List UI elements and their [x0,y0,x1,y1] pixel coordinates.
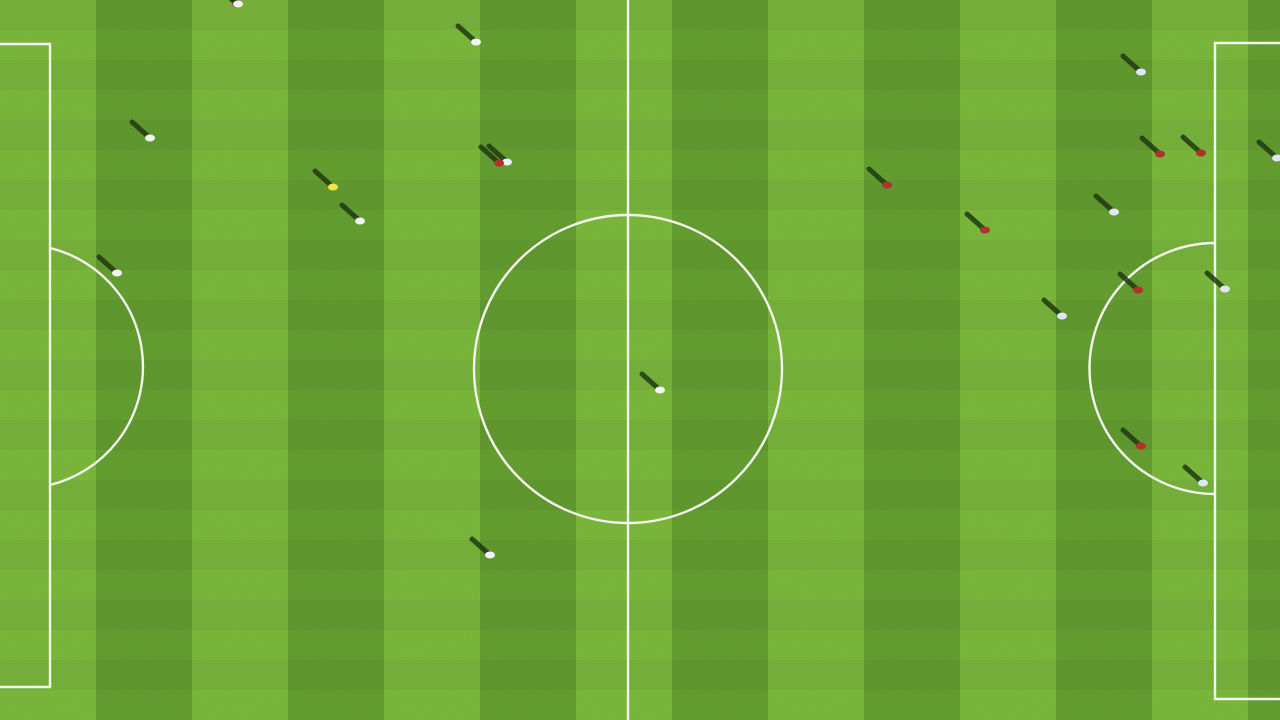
player-body [1109,208,1119,216]
player-body [1155,150,1165,158]
player [1120,427,1146,450]
player-body [502,158,512,166]
player-body [233,0,243,8]
player [229,0,243,8]
player-body [112,269,122,277]
player [1139,135,1165,158]
player-body [980,226,990,234]
player [312,168,338,191]
player [129,119,155,142]
players-layer [96,0,1280,559]
player [1041,297,1067,320]
left-penalty-arc [49,246,145,487]
player-body [1272,154,1280,162]
player [469,536,495,559]
player [96,254,122,277]
player [1204,270,1230,293]
player [1180,134,1206,157]
player [478,144,504,167]
left-penalty-box [0,42,52,689]
right-penalty-box [1213,41,1280,701]
player [1120,53,1146,76]
player [1256,139,1280,162]
player-body [328,183,338,191]
center-circle [472,213,784,525]
right-penalty-arc [1088,241,1216,496]
player-body [1133,286,1143,294]
player [866,166,892,189]
player-body [1196,149,1206,157]
player [1117,271,1143,294]
player [639,371,665,394]
player-body [1057,312,1067,320]
player-body [145,134,155,142]
player-body [1220,285,1230,293]
player-body [1136,68,1146,76]
player-body [882,181,892,189]
player [486,143,512,166]
player [1093,193,1119,216]
player [1182,464,1208,487]
player-body [494,159,504,167]
player-body [485,551,495,559]
player-body [655,386,665,394]
player [455,23,481,46]
player-body [471,38,481,46]
player [964,211,990,234]
player-body [355,217,365,225]
player [339,202,365,225]
player-body [1198,479,1208,487]
player-body [1136,442,1146,450]
